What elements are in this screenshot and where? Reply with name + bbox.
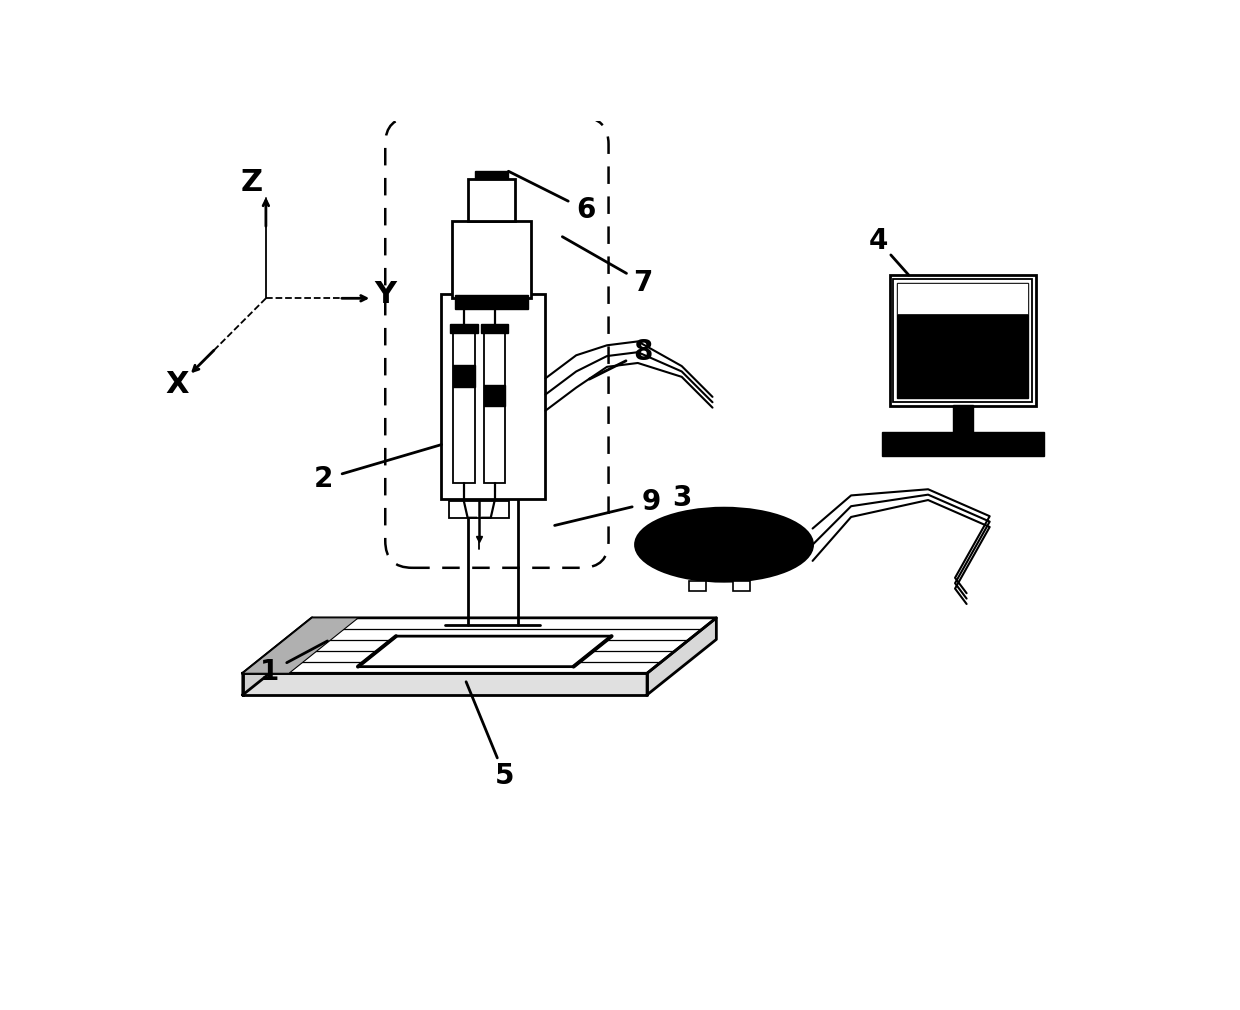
Text: 1: 1	[260, 658, 279, 686]
Bar	[441, 295, 546, 499]
Text: Z: Z	[241, 169, 263, 197]
Bar	[450, 324, 477, 333]
Polygon shape	[243, 618, 358, 674]
Bar	[453, 221, 531, 298]
Polygon shape	[647, 618, 717, 695]
Bar	[455, 295, 528, 309]
Bar	[475, 172, 507, 179]
Bar	[894, 279, 1032, 402]
Polygon shape	[243, 618, 312, 695]
Bar	[449, 501, 510, 518]
Bar	[453, 329, 475, 483]
Text: 2: 2	[314, 466, 334, 493]
Bar	[898, 283, 1028, 314]
Text: 5: 5	[495, 762, 515, 790]
Bar	[484, 329, 506, 483]
Text: 4: 4	[868, 226, 888, 255]
Bar	[952, 405, 972, 433]
Bar	[733, 582, 750, 591]
Bar	[689, 582, 707, 591]
Bar	[898, 283, 1028, 398]
Text: 8: 8	[634, 338, 653, 367]
Text: 7: 7	[634, 269, 653, 297]
Bar	[484, 385, 506, 406]
Bar	[453, 366, 475, 387]
Bar	[889, 275, 1035, 406]
Ellipse shape	[635, 508, 812, 582]
Polygon shape	[243, 618, 717, 674]
Text: 6: 6	[575, 196, 595, 224]
Bar	[467, 179, 516, 221]
Text: X: X	[166, 370, 188, 399]
Bar	[481, 324, 508, 333]
Bar	[882, 431, 1044, 457]
Polygon shape	[243, 674, 647, 695]
Polygon shape	[358, 636, 611, 667]
Text: 9: 9	[641, 489, 661, 516]
Text: 3: 3	[672, 485, 692, 512]
Text: Y: Y	[374, 280, 397, 309]
